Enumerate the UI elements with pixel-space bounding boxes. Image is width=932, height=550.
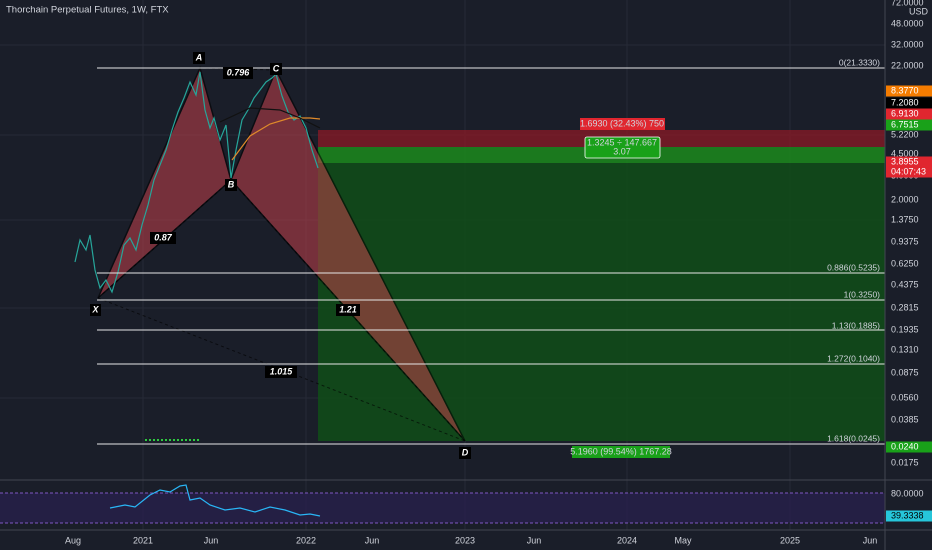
price-badge bbox=[886, 166, 932, 178]
price-label: 32.0000 bbox=[891, 39, 924, 49]
time-axis: Aug 2021 Jun 2022 Jun 2023 Jun 2024 May 2025 Jun bbox=[65, 535, 877, 545]
ratio-label: 1.015 bbox=[270, 366, 294, 376]
point-label: D bbox=[462, 447, 469, 457]
price-badge-label: 04:07:43 bbox=[891, 166, 926, 176]
price-label: 0.4375 bbox=[891, 279, 919, 289]
time-label: 2021 bbox=[133, 535, 153, 545]
price-label: 48.0000 bbox=[891, 18, 924, 28]
fib-label: 1.272(0.1040) bbox=[827, 353, 880, 363]
price-badge-label: 0.0240 bbox=[891, 441, 919, 451]
price-label: 22.0000 bbox=[891, 60, 924, 70]
stop-label: 1.6930 (32.43%) 750 bbox=[580, 118, 664, 128]
time-label: 2025 bbox=[780, 535, 800, 545]
point-label: C bbox=[273, 63, 280, 73]
rsi-band bbox=[0, 493, 885, 523]
price-badge bbox=[886, 85, 932, 97]
point-label: A bbox=[195, 52, 203, 62]
price-badge bbox=[886, 97, 932, 109]
time-label: Jun bbox=[527, 535, 542, 545]
indicator-label: 80.0000 bbox=[891, 488, 924, 498]
fib-label: 0(21.3330) bbox=[839, 57, 880, 67]
ratio-label: 1.21 bbox=[339, 304, 357, 314]
pattern-ratios: 0.796 0.87 1.21 1.015 bbox=[150, 67, 360, 378]
price-unit: USD bbox=[909, 6, 929, 16]
price-badge bbox=[886, 119, 932, 131]
time-label: Jun bbox=[365, 535, 380, 545]
indicator-badge-label: 39.3338 bbox=[891, 510, 924, 520]
price-label: 0.0385 bbox=[891, 414, 919, 424]
time-label: 2024 bbox=[617, 535, 637, 545]
price-label: 72.0000 bbox=[891, 0, 924, 7]
rsi bbox=[109, 484, 321, 517]
fib-label: 1.13(0.1885) bbox=[832, 320, 880, 330]
price-label: 0.6250 bbox=[891, 258, 919, 268]
moving-average-2 bbox=[219, 107, 321, 129]
price-label: 4.5000 bbox=[891, 148, 919, 158]
ratio-label: 0.87 bbox=[154, 232, 173, 242]
fib-label: 1.618(0.0245) bbox=[827, 433, 880, 443]
price-axis: 72.0000 48.0000 32.0000 22.0000 5.2200 4.5000… bbox=[886, 0, 932, 522]
point-label: X bbox=[91, 304, 99, 314]
ratio-line: 1.3245 ÷ 147.667 bbox=[587, 137, 657, 147]
moving-average bbox=[231, 117, 321, 161]
ratio-label: 0.796 bbox=[227, 67, 251, 77]
price-badge-label: 3.8955 bbox=[891, 156, 919, 166]
time-label: 2022 bbox=[296, 535, 316, 545]
time-label: 2023 bbox=[455, 535, 475, 545]
time-label: Jun bbox=[204, 535, 219, 545]
price-label: 0.1935 bbox=[891, 324, 919, 334]
pattern-points: X A B C D bbox=[90, 52, 471, 459]
point-label: B bbox=[228, 179, 235, 189]
target-label: 5.1960 (99.54%) 1767.28 bbox=[570, 446, 672, 456]
ratio-badge bbox=[584, 136, 661, 159]
target-badge bbox=[572, 446, 670, 458]
price-badge-label: 7.2080 bbox=[891, 97, 919, 107]
price-badge bbox=[886, 108, 932, 120]
price-label: 0.0560 bbox=[891, 392, 919, 402]
chart-title: Thorchain Perpetual Futures, 1W, FTX bbox=[6, 5, 169, 16]
indicator-badge bbox=[886, 510, 932, 522]
price-badge-label: 6.9130 bbox=[891, 108, 919, 118]
price-label: 0.9375 bbox=[891, 236, 919, 246]
target-zone-extended bbox=[318, 163, 885, 441]
stop-badge bbox=[580, 118, 665, 130]
time-label: May bbox=[674, 535, 692, 545]
price-badge-label: 6.7515 bbox=[891, 119, 919, 129]
price-label: 1.3750 bbox=[891, 214, 919, 224]
price-label: 0.1310 bbox=[891, 344, 919, 354]
fib-label: 1(0.3250) bbox=[844, 289, 881, 299]
price-label: 5.2200 bbox=[891, 129, 919, 139]
fib-label: 0.886(0.5235) bbox=[827, 262, 880, 272]
price-badge-label: 8.3770 bbox=[891, 85, 919, 95]
price-label: 2.0000 bbox=[891, 194, 919, 204]
ratio-line: 3.07 bbox=[613, 146, 631, 156]
price-label: 0.0175 bbox=[891, 457, 919, 467]
price-label: 0.2815 bbox=[891, 302, 919, 312]
price-badge bbox=[886, 441, 932, 453]
time-label: Jun bbox=[863, 535, 878, 545]
price-label: 0.0875 bbox=[891, 367, 919, 377]
price-badge bbox=[886, 156, 932, 168]
time-label: Aug bbox=[65, 535, 81, 545]
